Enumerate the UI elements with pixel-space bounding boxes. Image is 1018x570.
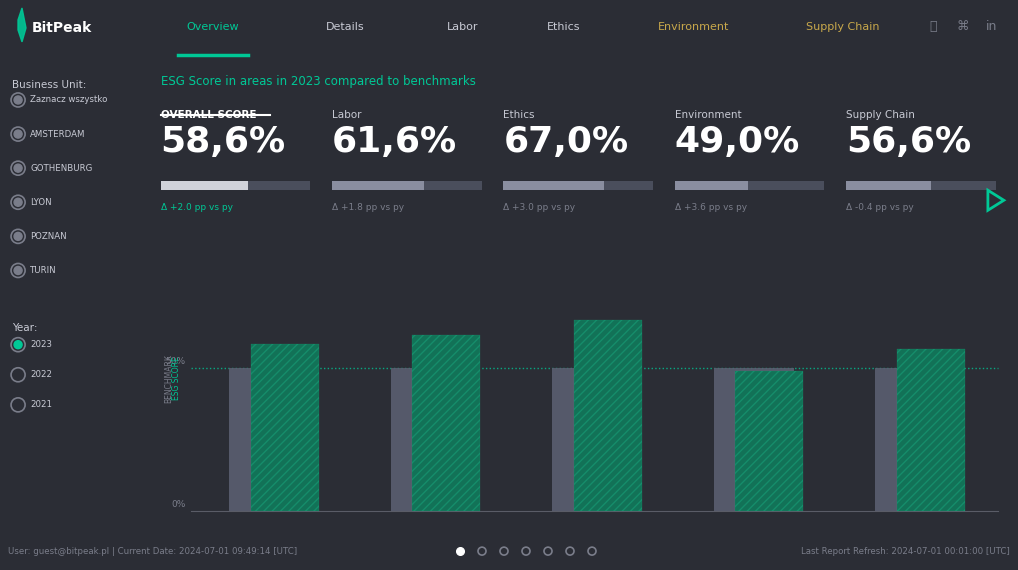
- Text: Last Report Refresh: 2024-07-01 00:01:00 [UTC]: Last Report Refresh: 2024-07-01 00:01:00…: [801, 547, 1010, 556]
- Circle shape: [14, 266, 22, 275]
- Text: 61,6%: 61,6%: [332, 125, 457, 159]
- Bar: [504, 181, 653, 190]
- Text: BENCHMARK: BENCHMARK: [164, 354, 173, 403]
- Bar: [412, 335, 480, 511]
- Text: ESG Score in areas in 2023 compared to benchmarks: ESG Score in areas in 2023 compared to b…: [161, 75, 475, 88]
- Text: 67,0%: 67,0%: [504, 125, 629, 159]
- Bar: [161, 181, 310, 190]
- Text: Δ +3.6 pp vs py: Δ +3.6 pp vs py: [675, 203, 747, 212]
- Bar: [875, 368, 956, 511]
- Bar: [846, 181, 931, 190]
- Text: ESG SCORE: ESG SCORE: [172, 356, 181, 400]
- Polygon shape: [18, 8, 26, 42]
- Text: 0%: 0%: [171, 500, 185, 509]
- Bar: [229, 368, 310, 511]
- Bar: [250, 344, 319, 511]
- Bar: [552, 368, 633, 511]
- Bar: [735, 371, 803, 511]
- Text: Zaznacz wszystko: Zaznacz wszystko: [31, 95, 108, 104]
- Bar: [735, 371, 803, 511]
- Text: 56,6%: 56,6%: [846, 125, 971, 159]
- Text: ⌘: ⌘: [957, 21, 969, 34]
- Bar: [675, 181, 825, 190]
- Bar: [897, 349, 965, 511]
- Text: Δ -0.4 pp vs py: Δ -0.4 pp vs py: [846, 203, 914, 212]
- Text: AMSTERDAM: AMSTERDAM: [31, 129, 86, 139]
- Bar: [332, 181, 425, 190]
- Bar: [897, 349, 965, 511]
- Bar: [504, 181, 604, 190]
- Bar: [412, 335, 480, 511]
- Circle shape: [14, 130, 22, 138]
- Bar: [161, 181, 248, 190]
- Text: Supply Chain: Supply Chain: [846, 110, 915, 120]
- Text: ⓘ: ⓘ: [929, 21, 937, 34]
- Circle shape: [14, 164, 22, 172]
- Text: 50%: 50%: [165, 357, 185, 367]
- Bar: [846, 181, 996, 190]
- Text: Overview: Overview: [186, 22, 239, 32]
- Bar: [332, 181, 482, 190]
- Text: in: in: [986, 21, 998, 34]
- Bar: [675, 181, 748, 190]
- Text: Δ +1.8 pp vs py: Δ +1.8 pp vs py: [332, 203, 404, 212]
- Text: BitPeak: BitPeak: [32, 21, 93, 35]
- Text: Ethics: Ethics: [504, 110, 535, 120]
- Text: Δ +2.0 pp vs py: Δ +2.0 pp vs py: [161, 203, 233, 212]
- Bar: [574, 320, 641, 511]
- Text: 2022: 2022: [31, 370, 52, 379]
- Text: Ethics: Ethics: [548, 22, 580, 32]
- Text: Details: Details: [326, 22, 364, 32]
- Circle shape: [14, 198, 22, 206]
- Text: Environment: Environment: [659, 22, 730, 32]
- Circle shape: [14, 341, 22, 349]
- Text: GOTHENBURG: GOTHENBURG: [31, 164, 93, 173]
- Text: Supply Chain: Supply Chain: [806, 22, 880, 32]
- Text: Year:: Year:: [12, 323, 38, 333]
- Bar: [574, 320, 641, 511]
- Text: Business Unit:: Business Unit:: [12, 80, 87, 90]
- Bar: [714, 368, 794, 511]
- Text: Labor: Labor: [447, 22, 478, 32]
- Bar: [250, 344, 319, 511]
- Text: Δ +3.0 pp vs py: Δ +3.0 pp vs py: [504, 203, 575, 212]
- Text: Environment: Environment: [675, 110, 741, 120]
- Text: LYON: LYON: [31, 198, 52, 207]
- Text: User: guest@bitpeak.pl | Current Date: 2024-07-01 09:49:14 [UTC]: User: guest@bitpeak.pl | Current Date: 2…: [8, 547, 297, 556]
- Text: OVERALL SCORE: OVERALL SCORE: [161, 110, 257, 120]
- Text: 49,0%: 49,0%: [675, 125, 800, 159]
- Bar: [391, 368, 471, 511]
- Text: 2021: 2021: [31, 400, 52, 409]
- Text: 58,6%: 58,6%: [161, 125, 286, 159]
- Text: 2023: 2023: [31, 340, 52, 349]
- Circle shape: [14, 233, 22, 241]
- Text: POZNAN: POZNAN: [31, 232, 67, 241]
- Text: Labor: Labor: [332, 110, 361, 120]
- Text: TURIN: TURIN: [31, 266, 57, 275]
- Circle shape: [14, 96, 22, 104]
